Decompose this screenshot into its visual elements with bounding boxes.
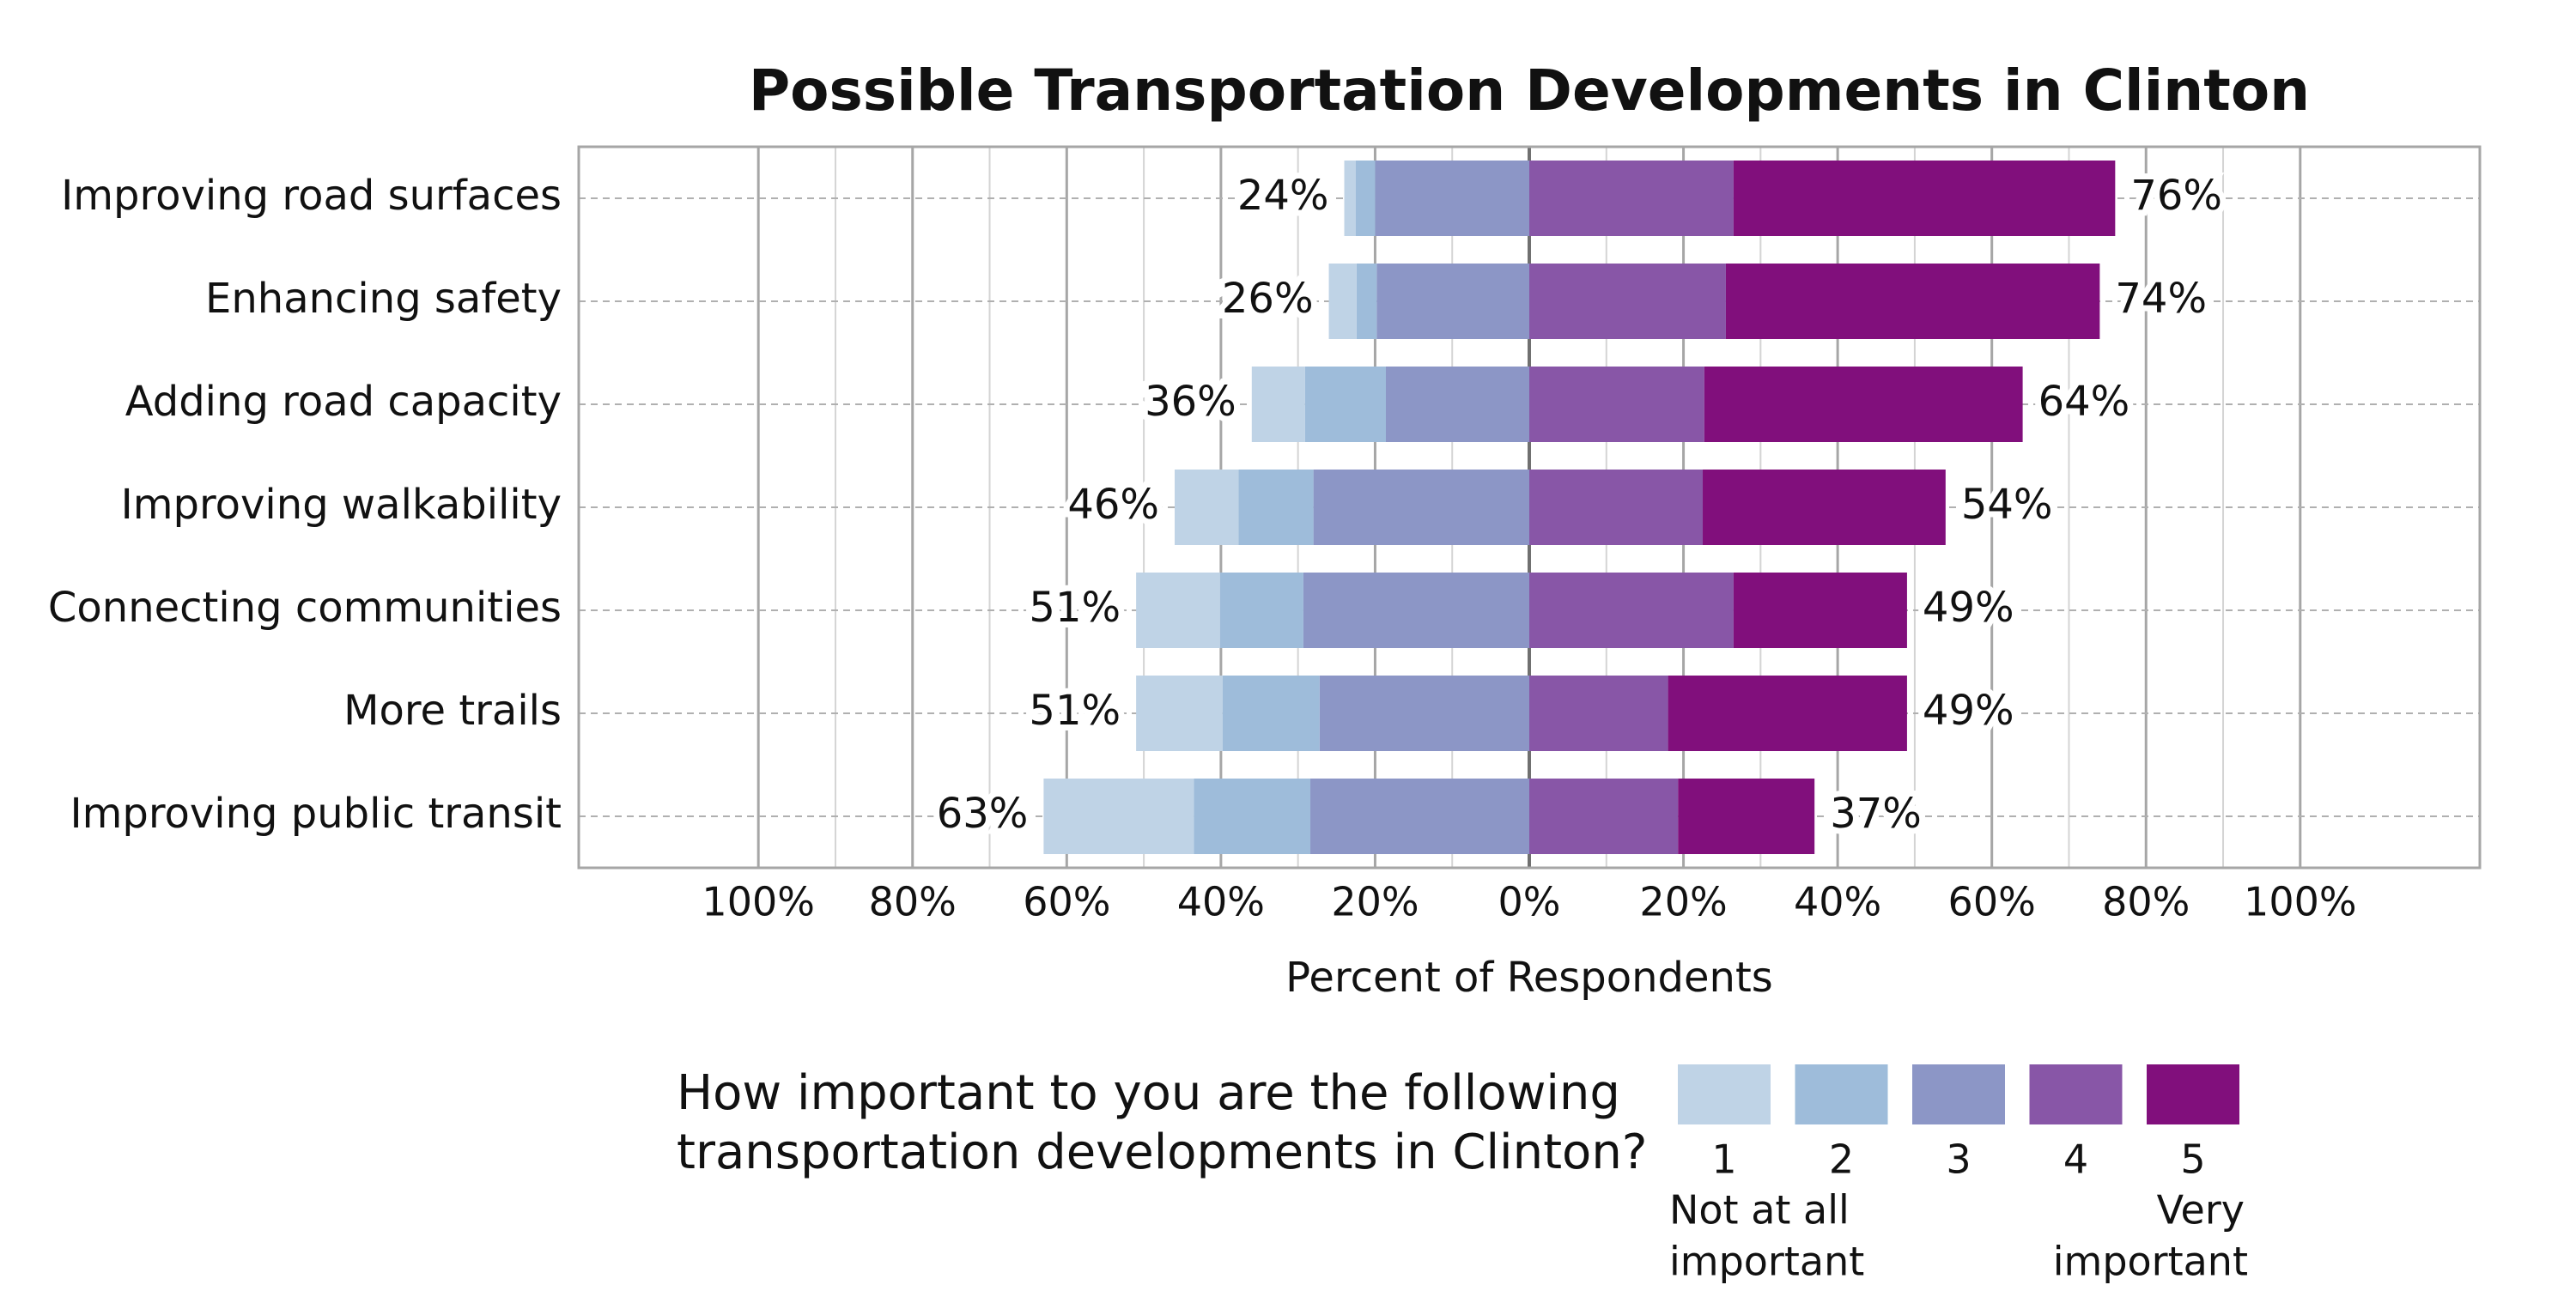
y-tick-label: Improving public transit (70, 790, 562, 838)
y-tick-label: Improving road surfaces (61, 172, 562, 220)
bar-segment (1136, 676, 1223, 751)
legend-low-label: important (1669, 1239, 1864, 1285)
bar-segment (1703, 470, 1946, 545)
left-total-label: 26% (1222, 275, 1314, 323)
x-tick-label: 40% (1177, 879, 1265, 925)
bar-segment (1376, 264, 1529, 339)
bar-segment (1529, 676, 1668, 751)
bar-segment (1136, 573, 1220, 648)
x-tick-label: 80% (2102, 879, 2190, 925)
legend-high-label: Very (2157, 1187, 2245, 1233)
bar-segment (1043, 779, 1194, 854)
bar-segment (1529, 779, 1679, 854)
bar-segment (1529, 573, 1734, 648)
bar-segment (1313, 470, 1529, 545)
bar-segment (1356, 264, 1377, 339)
legend-label: 2 (1829, 1136, 1854, 1183)
y-tick-label: More trails (343, 687, 562, 735)
x-tick-label: 60% (1948, 879, 2036, 925)
x-tick-label: 0% (1498, 879, 1561, 925)
x-tick-label: 40% (1794, 879, 1881, 925)
bar-segment (1678, 779, 1815, 854)
x-tick-label: 20% (1331, 879, 1419, 925)
bar-segment (1304, 367, 1387, 442)
bar-segment (1529, 470, 1704, 545)
y-tick-label: Connecting communities (48, 584, 562, 632)
y-tick-label: Enhancing safety (205, 275, 562, 323)
legend-title: How important to you are the following (677, 1065, 1620, 1121)
left-total-label: 63% (937, 790, 1029, 838)
bar-segment (1529, 161, 1734, 236)
right-total-label: 54% (1961, 481, 2053, 529)
bar-segment (1310, 779, 1529, 854)
legend-swatch (1795, 1064, 1888, 1124)
bar-segment (1725, 264, 2100, 339)
x-tick-label: 80% (869, 879, 957, 925)
bar-segment (1303, 573, 1529, 648)
bar-segment (1386, 367, 1529, 442)
x-tick-label: 60% (1023, 879, 1110, 925)
bar-segment (1704, 367, 2023, 442)
legend-high-label: important (2053, 1239, 2248, 1285)
right-total-label: 49% (1923, 584, 2014, 632)
legend-swatch (1678, 1064, 1771, 1124)
bar-segment (1222, 676, 1320, 751)
y-tick-label: Adding road capacity (125, 378, 562, 426)
right-total-label: 49% (1923, 687, 2014, 735)
y-tick-label: Improving walkability (121, 481, 562, 529)
bar-segment (1344, 161, 1356, 236)
x-tick-label: 100% (702, 879, 815, 925)
bar-segment (1733, 161, 2116, 236)
right-total-label: 64% (2038, 378, 2130, 426)
legend-label: 5 (2180, 1136, 2205, 1183)
bar-segment (1529, 264, 1726, 339)
bar-segment (1328, 264, 1357, 339)
left-total-label: 46% (1067, 481, 1159, 529)
bar-segment (1375, 161, 1529, 236)
bar-segment (1175, 470, 1239, 545)
legend-low-label: Not at all (1669, 1187, 1850, 1233)
bar-segment (1251, 367, 1305, 442)
legend-swatch (2147, 1064, 2239, 1124)
bar-segment (1319, 676, 1529, 751)
bar-segment (1355, 161, 1376, 236)
left-total-label: 24% (1237, 172, 1329, 220)
bar-segment (1194, 779, 1311, 854)
chart-title: Possible Transportation Developments in … (749, 58, 2310, 124)
left-total-label: 51% (1029, 584, 1121, 632)
right-total-label: 37% (1830, 790, 1922, 838)
bar-segment (1238, 470, 1314, 545)
x-tick-label: 20% (1639, 879, 1727, 925)
legend-label: 4 (2063, 1136, 2088, 1183)
bar-segment (1733, 573, 1907, 648)
x-axis-label: Percent of Respondents (1285, 954, 1773, 1002)
legend-label: 3 (1946, 1136, 1971, 1183)
x-tick-label: 100% (2244, 879, 2357, 925)
legend-swatch (2029, 1064, 2123, 1124)
bar-segment (1219, 573, 1303, 648)
legend-title: transportation developments in Clinton? (677, 1124, 1648, 1180)
bar-segment (1529, 367, 1704, 442)
plot-frame (577, 145, 2482, 870)
right-total-label: 76% (2130, 172, 2222, 220)
left-total-label: 51% (1029, 687, 1121, 735)
right-total-label: 74% (2115, 275, 2207, 323)
legend-swatch (1912, 1064, 2005, 1124)
bar-segment (1668, 676, 1907, 751)
legend-label: 1 (1711, 1136, 1736, 1183)
left-total-label: 36% (1145, 378, 1236, 426)
